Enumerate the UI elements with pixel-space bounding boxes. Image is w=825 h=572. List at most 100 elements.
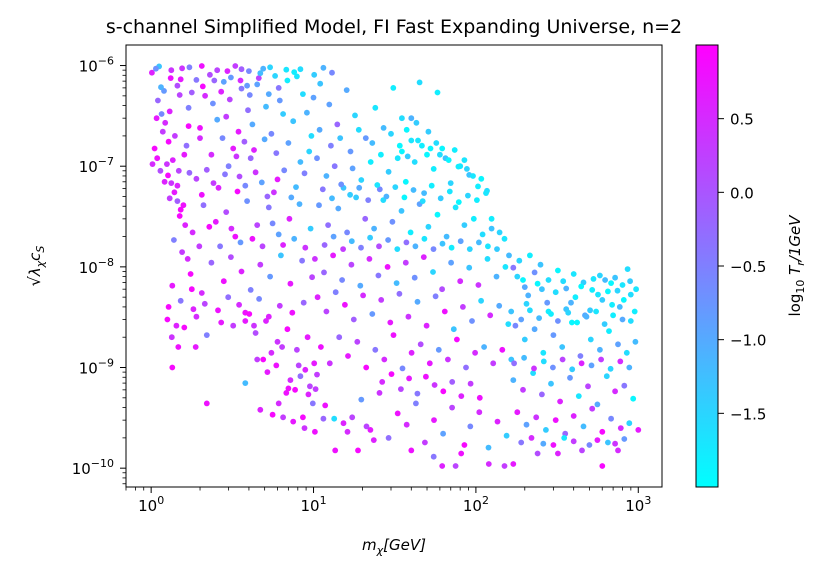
scatter-point xyxy=(510,377,517,383)
scatter-point xyxy=(169,364,176,371)
scatter-point xyxy=(212,218,219,225)
scatter-point xyxy=(430,269,436,275)
scatter-point xyxy=(447,180,454,187)
scatter-point xyxy=(597,346,603,353)
scatter-point xyxy=(398,386,404,392)
scatter-point xyxy=(326,360,333,367)
scatter-point xyxy=(330,233,337,240)
scatter-point xyxy=(206,223,213,230)
scatter-point xyxy=(475,282,482,288)
scatter-point xyxy=(292,386,298,393)
scatter-point xyxy=(347,148,354,155)
scatter-point xyxy=(155,97,161,104)
scatter-point xyxy=(470,215,477,222)
scatter-point xyxy=(419,142,425,149)
scatter-point xyxy=(279,344,285,350)
scatter-point xyxy=(197,135,203,142)
scatter-point xyxy=(457,278,464,285)
scatter-point xyxy=(154,155,161,162)
scatter-point xyxy=(158,111,165,117)
scatter-point xyxy=(274,338,281,345)
scatter-point xyxy=(176,92,183,98)
scatter-point xyxy=(299,257,305,264)
scatter-point xyxy=(599,428,606,435)
scatter-point xyxy=(326,101,333,108)
scatter-point xyxy=(203,332,210,338)
scatter-point xyxy=(595,291,601,298)
scatter-point xyxy=(501,463,508,469)
scatter-point xyxy=(215,307,221,314)
scatter-point xyxy=(387,319,394,326)
scatter-point xyxy=(316,202,322,209)
scatter-point xyxy=(225,294,232,301)
points-layer xyxy=(149,63,642,469)
scatter-point xyxy=(588,362,595,369)
scatter-point xyxy=(256,296,262,302)
scatter-point xyxy=(632,338,639,345)
scatter-point xyxy=(627,291,634,298)
scatter-point xyxy=(531,269,538,276)
scatter-point xyxy=(427,145,434,152)
scatter-point xyxy=(329,69,335,76)
scatter-point xyxy=(555,450,561,457)
scatter-point xyxy=(521,336,528,343)
scatter-point xyxy=(608,280,614,286)
scatter-point xyxy=(614,287,621,294)
scatter-point xyxy=(263,103,269,110)
scatter-point xyxy=(376,243,382,250)
scatter-point xyxy=(375,272,382,279)
scatter-point xyxy=(372,346,379,353)
scatter-point xyxy=(598,356,604,363)
scatter-point xyxy=(358,177,365,183)
scatter-point xyxy=(325,222,331,229)
scatter-point xyxy=(565,309,572,316)
scatter-point xyxy=(254,356,261,363)
scatter-point xyxy=(392,184,399,191)
scatter-point xyxy=(321,269,327,276)
scatter-point xyxy=(439,463,446,469)
scatter-point xyxy=(426,360,433,367)
scatter-point xyxy=(376,390,383,396)
scatter-point xyxy=(511,360,517,367)
scatter-point xyxy=(254,222,261,229)
scatter-point xyxy=(550,332,557,338)
scatter-point xyxy=(583,313,590,320)
scatter-point xyxy=(217,243,224,250)
scatter-point xyxy=(439,240,446,247)
scatter-point xyxy=(285,385,292,392)
scatter-point xyxy=(455,199,462,206)
scatter-point xyxy=(273,362,280,369)
scatter-point xyxy=(149,161,156,168)
scatter-point xyxy=(389,218,396,225)
scatter-point xyxy=(173,322,180,329)
scatter-point xyxy=(244,198,251,205)
scatter-point xyxy=(228,225,235,232)
scatter-point xyxy=(496,302,503,309)
scatter-point xyxy=(305,391,312,398)
scatter-point xyxy=(388,130,394,137)
scatter-point xyxy=(234,188,241,195)
scatter-point xyxy=(225,163,232,170)
scatter-point xyxy=(577,353,584,359)
scatter-point xyxy=(167,75,174,81)
scatter-point xyxy=(344,428,351,435)
scatter-point xyxy=(488,225,495,232)
scatter-point xyxy=(343,87,350,93)
scatter-point xyxy=(406,375,412,382)
scatter-point xyxy=(162,119,169,126)
scatter-point xyxy=(184,256,191,262)
scatter-point xyxy=(358,244,364,251)
scatter-point xyxy=(360,292,366,299)
scatter-point xyxy=(203,166,210,173)
scatter-point xyxy=(458,393,465,399)
scatter-point xyxy=(245,107,251,114)
scatter-point xyxy=(413,119,420,126)
scatter-point xyxy=(320,415,327,422)
scatter-point xyxy=(237,239,244,246)
scatter-point xyxy=(296,201,303,208)
scatter-point xyxy=(603,373,610,380)
scatter-point xyxy=(496,229,503,236)
scatter-point xyxy=(179,65,186,72)
scatter-point xyxy=(385,435,392,441)
scatter-point xyxy=(323,173,330,179)
